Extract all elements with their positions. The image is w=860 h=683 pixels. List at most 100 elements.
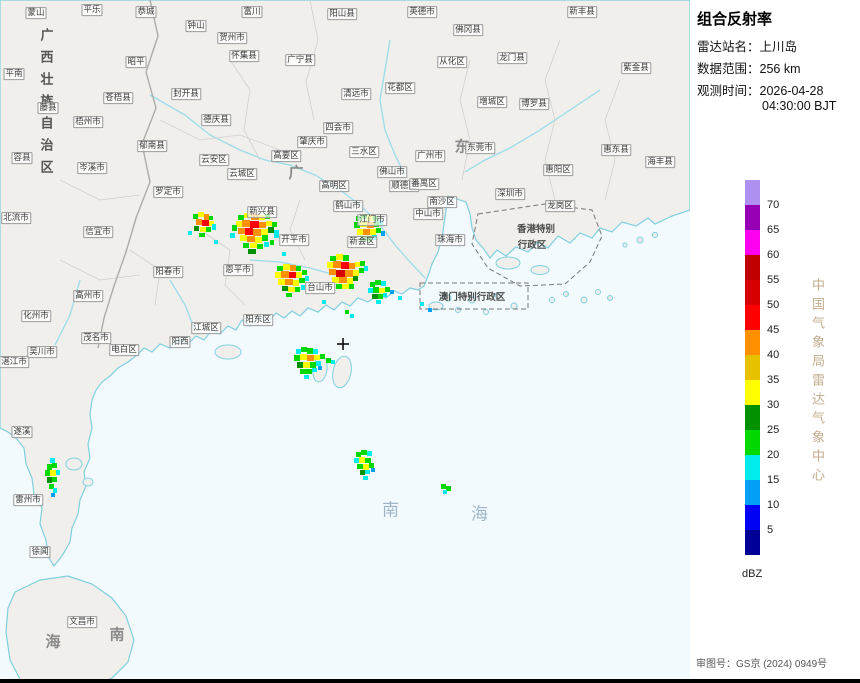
echo-cell	[238, 215, 244, 220]
echo-cell	[250, 221, 259, 228]
echo-cell	[360, 261, 365, 266]
echo-cell	[381, 281, 386, 286]
echo-cell	[356, 452, 361, 457]
echo-cell	[381, 231, 385, 236]
echo-cell	[310, 362, 316, 368]
dbz-scale-segment	[745, 530, 760, 555]
echo-cell	[206, 227, 211, 232]
echo-cell	[296, 266, 301, 271]
echo-cell	[326, 358, 331, 363]
obs-time-line2: 04:30:00 BJT	[762, 99, 837, 113]
echo-cell	[357, 464, 363, 469]
echo-cell	[293, 280, 299, 286]
echo-cell	[244, 213, 251, 218]
data-range-label: 数据范围：256 km	[697, 62, 801, 76]
echo-cell	[363, 464, 369, 470]
echo-cell	[307, 355, 314, 361]
echo-cell	[50, 470, 56, 476]
cma-watermark: 中国气象局雷达气象中心	[810, 278, 825, 487]
echo-cell	[301, 285, 305, 290]
echo-cell	[255, 237, 262, 243]
dbz-scale-segment	[745, 380, 760, 405]
echo-cell	[379, 220, 383, 225]
echo-cell	[245, 228, 253, 235]
echo-cell	[353, 276, 358, 281]
echo-cell	[420, 302, 424, 306]
echo-cell	[202, 220, 209, 226]
echo-cell	[194, 226, 199, 231]
echo-cell	[296, 272, 302, 278]
echo-cell	[261, 229, 268, 235]
echo-cell	[375, 280, 381, 285]
echo-cell	[383, 293, 387, 297]
echo-cell	[353, 270, 359, 276]
dbz-scale-segment	[745, 405, 760, 430]
echo-cell	[347, 278, 353, 284]
echo-cell	[56, 470, 60, 475]
echo-cell	[374, 222, 379, 227]
bottom-bar	[0, 679, 860, 683]
echo-cell	[365, 458, 371, 463]
echo-cell	[355, 262, 360, 267]
echo-cell	[329, 269, 336, 275]
echo-cell	[371, 468, 375, 472]
echo-cell	[52, 477, 57, 482]
echo-cell	[289, 272, 296, 278]
echo-cell	[300, 354, 307, 360]
echo-cell	[288, 287, 295, 292]
dbz-scale-label: 35	[767, 374, 780, 386]
dbz-scale-segment	[745, 355, 760, 380]
echo-cell	[376, 300, 381, 304]
echo-cell	[297, 362, 303, 368]
echo-cell	[199, 233, 205, 237]
echo-cell	[232, 225, 237, 231]
echo-cell	[367, 222, 374, 228]
echo-cell	[331, 360, 335, 364]
dbz-scale-label: 20	[767, 449, 780, 461]
echo-cell	[296, 349, 301, 354]
echo-cell	[357, 229, 363, 235]
dbz-scale-label: 45	[767, 324, 780, 336]
echo-cell	[272, 222, 277, 227]
echo-cell	[367, 451, 372, 456]
hainan-island	[5, 575, 135, 683]
echo-cell	[294, 355, 300, 361]
echo-cell	[257, 244, 263, 249]
echo-cell	[300, 369, 306, 374]
radar-map: 广西壮族自治区广东南海海南澳门特别行政区 香港特别 行政区 蒙山 平乐 恭城 钟山 贺州市 富川…	[0, 0, 690, 683]
echo-cell	[327, 262, 333, 268]
dbz-scale-segment	[745, 430, 760, 455]
echo-cell	[285, 279, 293, 285]
echo-cell	[376, 228, 381, 233]
echo-cell	[266, 221, 272, 226]
echo-cell	[214, 240, 218, 244]
dbz-scale-label: 70	[767, 199, 780, 211]
echo-cell	[307, 348, 313, 354]
echo-cell	[302, 270, 307, 275]
echo-cell	[314, 355, 320, 360]
echo-cell	[277, 266, 283, 271]
echo-cell	[275, 272, 281, 278]
dbz-scale-label: 55	[767, 274, 780, 286]
echo-cell	[364, 266, 368, 271]
echo-cell	[270, 240, 274, 245]
echo-cell	[365, 470, 370, 474]
echo-cell	[250, 243, 257, 248]
echo-cell	[342, 284, 349, 289]
echo-cell	[333, 261, 341, 268]
echo-cell	[356, 216, 361, 221]
dbz-scale-label: 15	[767, 474, 780, 486]
echo-cell	[243, 243, 249, 248]
echo-cell	[209, 221, 214, 226]
echo-cell	[385, 287, 390, 292]
echo-cell	[196, 219, 202, 225]
echo-cell	[345, 310, 349, 314]
echo-cell	[332, 277, 339, 283]
echo-cell	[359, 457, 365, 463]
echo-cell	[299, 278, 305, 283]
echo-cell	[278, 279, 285, 285]
echo-cell	[313, 349, 318, 354]
echo-cell	[238, 228, 245, 234]
echo-cell	[373, 287, 379, 293]
echo-cell	[369, 463, 374, 468]
